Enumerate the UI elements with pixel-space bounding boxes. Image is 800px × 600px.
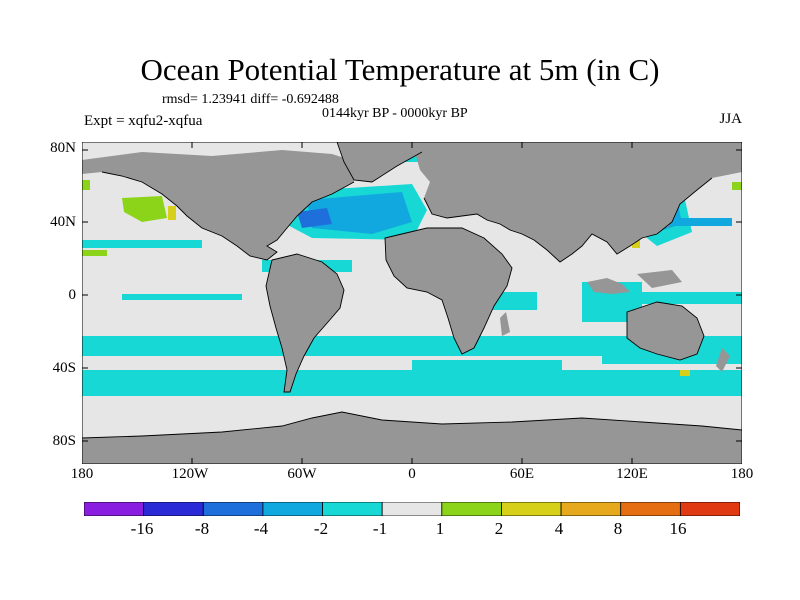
- land-island: [716, 348, 730, 372]
- stats-line: rmsd= 1.23941 diff= -0.692488: [162, 92, 339, 107]
- anomaly-band: [602, 354, 742, 364]
- colorbar-label: -8: [194, 519, 210, 538]
- lon-tick-label: 180: [70, 466, 94, 482]
- warm-anomaly: [168, 206, 176, 220]
- colorbar-box: [84, 502, 145, 516]
- colorbar-box: [679, 502, 740, 516]
- land-africa: [385, 228, 512, 354]
- colorbar-label: 1: [435, 519, 445, 538]
- land-north-america: [82, 150, 357, 260]
- lon-tick-label: 120W: [171, 466, 209, 482]
- lon-tick-label: 60E: [509, 466, 535, 482]
- coastline: [82, 411, 742, 439]
- land-antarctica: [82, 412, 742, 464]
- lat-tick-label: 80S: [52, 433, 76, 449]
- coastline: [101, 171, 355, 261]
- colorbar-label: 16: [669, 519, 687, 538]
- anomaly-band: [82, 240, 202, 248]
- anomaly-band: [642, 292, 742, 304]
- lat-tick-label: 40S: [52, 360, 76, 376]
- colorbar-box: [441, 502, 502, 516]
- warm-anomaly: [122, 196, 167, 222]
- colorbar-label: 2: [494, 519, 504, 538]
- colorbar-box: [202, 502, 264, 516]
- experiment-label: Expt = xqfu2-xqfua: [84, 113, 203, 129]
- colorbar-box: [501, 502, 562, 516]
- plot-title: Ocean Potential Temperature at 5m (in C): [140, 52, 660, 87]
- anomaly-region: [307, 192, 412, 234]
- coastline: [384, 227, 513, 355]
- colorbar-box: [381, 502, 443, 516]
- land-island: [500, 312, 510, 336]
- warm-anomaly: [732, 182, 742, 190]
- temperature-map: [82, 142, 742, 464]
- anomaly-band: [672, 218, 732, 226]
- colorbar-box: [262, 502, 323, 516]
- land-island: [658, 204, 674, 228]
- season-label: JJA: [719, 111, 742, 127]
- anomaly-region: [297, 208, 332, 228]
- coastline: [265, 253, 345, 393]
- colorbar-box: [143, 502, 204, 516]
- warm-anomaly: [82, 180, 90, 190]
- land-australia: [627, 302, 704, 360]
- land-masses: [82, 142, 742, 464]
- anomaly-band: [122, 294, 242, 300]
- lon-tick-label: 180: [730, 466, 754, 482]
- anomaly-band: [82, 336, 742, 356]
- coastlines: [82, 142, 742, 439]
- colorbar-label: -1: [372, 519, 388, 538]
- lat-tick-label: 0: [68, 287, 77, 303]
- lat-tick-label: 40N: [50, 214, 76, 230]
- coastline: [336, 142, 423, 183]
- land-greenland: [337, 142, 422, 182]
- land-island: [637, 270, 682, 288]
- lon-tick-label: 0: [408, 466, 416, 482]
- coastline: [423, 177, 713, 263]
- colorbar-label: -4: [253, 519, 269, 538]
- coastline: [626, 301, 705, 361]
- period-label: 0144kyr BP - 0000kyr BP: [322, 106, 468, 121]
- colorbar-box: [560, 502, 622, 516]
- warm-anomaly: [632, 238, 640, 248]
- colorbar-label: 4: [554, 519, 564, 538]
- colorbar-label: 8: [613, 519, 623, 538]
- colorbar-label: -16: [130, 519, 154, 538]
- colorbar: [84, 502, 740, 516]
- colorbar-label: -2: [313, 519, 329, 538]
- colorbar-box: [322, 502, 383, 516]
- warm-anomaly: [680, 370, 690, 376]
- land-south-america: [266, 254, 344, 392]
- colorbar-box: [620, 502, 681, 516]
- lon-tick-label: 60W: [287, 466, 317, 482]
- lon-tick-label: 120E: [616, 466, 648, 482]
- land-island: [587, 278, 630, 294]
- warm-anomaly: [82, 250, 107, 256]
- map-ticks: [82, 142, 742, 464]
- anomaly-band: [412, 360, 562, 376]
- lat-tick-label: 80N: [50, 140, 76, 156]
